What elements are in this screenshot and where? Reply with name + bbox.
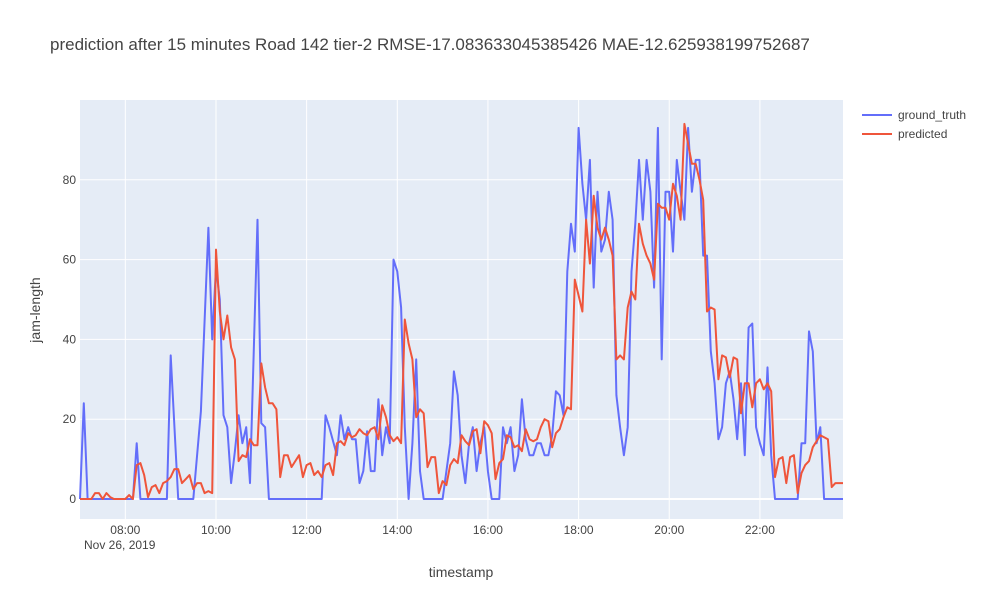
y-tick-label: 0 (69, 492, 76, 506)
x-tick-label: 08:00 (110, 523, 140, 537)
legend-label: ground_truth (898, 108, 966, 122)
legend-label: predicted (898, 127, 947, 141)
y-axis-title: jam-length (27, 277, 43, 343)
x-date-label: Nov 26, 2019 (84, 538, 156, 552)
series-line-predicted[interactable] (80, 122, 843, 500)
y-tick-label: 80 (63, 173, 77, 187)
legend[interactable]: ground_truth predicted (862, 108, 966, 141)
legend-item-ground-truth[interactable]: ground_truth (862, 108, 966, 122)
legend-item-predicted[interactable]: predicted (862, 127, 947, 141)
series-line-ground-truth[interactable] (79, 126, 843, 500)
y-tick-label: 20 (63, 412, 77, 426)
x-tick-label: 16:00 (473, 523, 503, 537)
x-tick-label: 12:00 (292, 523, 322, 537)
x-tick-label: 22:00 (745, 523, 775, 537)
y-tick-label: 40 (63, 332, 77, 346)
x-tick-label: 20:00 (654, 523, 684, 537)
chart-title: prediction after 15 minutes Road 142 tie… (50, 35, 810, 54)
tick-layer: 0 20 40 60 80 08:00 10:00 12:00 14:00 16:00 18:00 2… (63, 173, 776, 537)
x-axis-title: timestamp (429, 564, 494, 580)
x-tick-label: 14:00 (382, 523, 412, 537)
x-tick-label: 18:00 (564, 523, 594, 537)
y-tick-label: 60 (63, 253, 77, 267)
x-tick-label: 10:00 (201, 523, 231, 537)
series-layer (79, 122, 843, 500)
